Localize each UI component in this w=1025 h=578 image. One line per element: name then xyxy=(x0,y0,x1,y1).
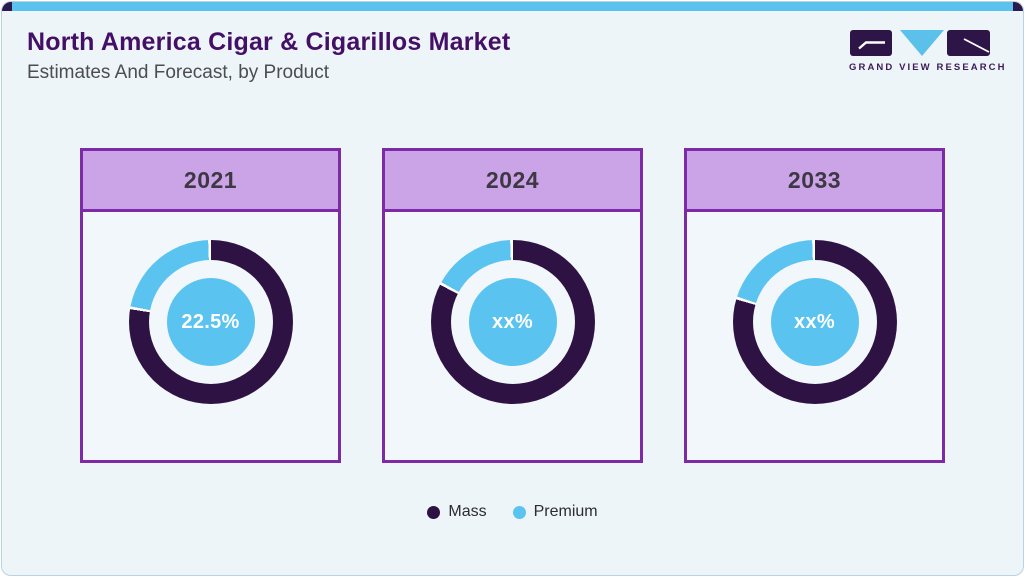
premium-legend-dot-icon xyxy=(512,505,526,519)
grand-view-research-logo: GRAND VIEW RESEARCH xyxy=(849,30,1007,73)
page-title: North America Cigar & Cigarillos Market xyxy=(27,28,511,56)
year-card-2024: 2024 xx% xyxy=(382,148,643,463)
legend-item-premium: Premium xyxy=(512,503,598,521)
year-header-2021: 2021 xyxy=(83,151,338,212)
legend-label-premium: Premium xyxy=(533,503,598,520)
year-card-2033: 2033 xx% xyxy=(684,148,945,463)
chart-legend: Mass Premium xyxy=(2,503,1023,521)
donut-center-label-2024: xx% xyxy=(468,278,557,366)
top-accent-bar xyxy=(2,2,1023,11)
mass-legend-dot-icon xyxy=(427,505,441,519)
gvr-logo-text: GRAND VIEW RESEARCH xyxy=(849,62,1007,73)
title-block: North America Cigar & Cigarillos Market … xyxy=(27,28,510,84)
legend-item-mass: Mass xyxy=(427,503,487,521)
legend-label-mass: Mass xyxy=(448,503,487,520)
year-header-2024: 2024 xyxy=(385,151,640,212)
donut-chart-2021: 22.5% xyxy=(128,240,293,404)
header: North America Cigar & Cigarillos Market … xyxy=(2,11,1023,84)
donut-chart-2024: xx% xyxy=(430,240,595,404)
year-cards-row: 2021 22.5% 2024 xx% 2033 xyxy=(80,148,945,463)
page-subtitle: Estimates And Forecast, by Product xyxy=(27,62,330,83)
donut-chart-2033: xx% xyxy=(732,240,897,404)
gvr-logo-icon xyxy=(850,30,990,56)
donut-center-label-2021: 22.5% xyxy=(166,278,255,366)
year-header-2033: 2033 xyxy=(687,151,942,212)
donut-center-label-2033: xx% xyxy=(770,278,859,366)
year-card-2021: 2021 22.5% xyxy=(80,148,341,463)
